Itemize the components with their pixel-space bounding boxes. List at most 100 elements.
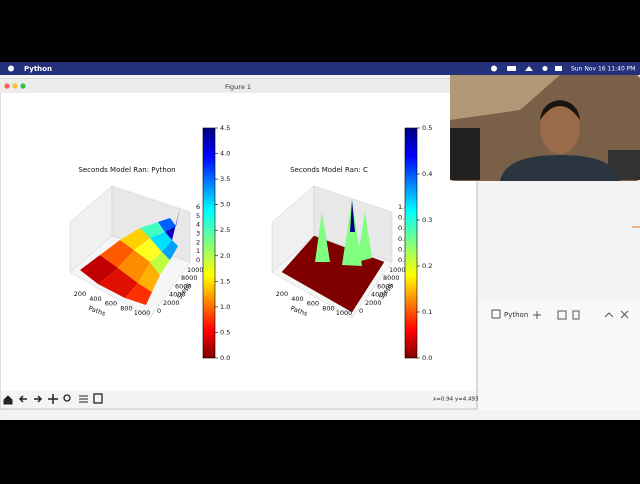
close-panel[interactable] xyxy=(620,310,629,319)
y-tick-label: 2000 xyxy=(163,299,180,307)
terminal-icon xyxy=(491,309,501,319)
x-tick-label: 600 xyxy=(307,300,319,308)
subplot: Seconds Model Ran: C2004006008001000Path… xyxy=(271,124,432,362)
surface-patch xyxy=(150,252,170,275)
colorbar-tick-label: 0.1 xyxy=(422,308,432,316)
minimize-button[interactable] xyxy=(12,83,18,89)
x-tick-label: 600 xyxy=(105,300,117,308)
surface-patch xyxy=(357,212,372,262)
subplot-title: Seconds Model Ran: Python xyxy=(78,166,175,174)
surface-patch xyxy=(165,208,180,240)
app-name[interactable]: Python xyxy=(24,65,52,73)
panel-actions xyxy=(533,310,629,320)
surface-patch xyxy=(158,218,176,232)
surface-patch xyxy=(120,228,150,250)
colorbar-tick-label: 3.5 xyxy=(220,175,230,183)
colorbar xyxy=(404,127,418,359)
cursor-status: x=0.94 y=4.493 xyxy=(433,397,479,403)
colorbar-tick-label: 1.5 xyxy=(220,277,230,285)
y-tick-label: 10000 xyxy=(389,266,410,274)
surface-patch xyxy=(138,262,160,292)
menu-bar xyxy=(0,62,640,75)
apple-menu[interactable] xyxy=(8,65,14,72)
surface-patch xyxy=(350,200,355,232)
x-tick-label: 400 xyxy=(89,295,101,303)
colorbar-tick-label: 4.0 xyxy=(220,150,230,158)
close-button[interactable] xyxy=(4,83,10,89)
z-tick-label: 4 xyxy=(196,221,200,229)
surface-patch xyxy=(80,255,118,284)
x-tick-label: 1000 xyxy=(134,309,151,317)
z-tick-label: 1.0 xyxy=(398,203,408,211)
y-tick-label: 8000 xyxy=(383,274,400,282)
surface-patch xyxy=(140,222,165,238)
terminal-tab[interactable]: Python xyxy=(504,311,528,319)
plots: Seconds Model Ran: Python200400600800100… xyxy=(69,124,432,362)
webcam-overlay xyxy=(450,75,640,181)
split-terminal[interactable] xyxy=(557,310,567,320)
x-tick-label: 800 xyxy=(120,304,132,312)
maximize-panel[interactable] xyxy=(604,312,614,318)
person-body xyxy=(500,155,620,181)
door xyxy=(450,128,480,180)
save-button[interactable] xyxy=(93,393,103,404)
forward-button[interactable] xyxy=(34,395,43,403)
add-terminal[interactable] xyxy=(533,311,541,319)
subplot-title: Seconds Model Ran: C xyxy=(290,166,368,174)
wifi-icon[interactable] xyxy=(525,66,533,71)
colorbar-tick-label: 2.5 xyxy=(220,226,230,234)
back-button[interactable] xyxy=(18,395,27,403)
toolbar xyxy=(1,391,476,408)
y-tick-label: 0 xyxy=(359,307,363,315)
control-center[interactable] xyxy=(555,66,562,71)
x-tick-label: 200 xyxy=(276,290,288,298)
z-tick-label: 3 xyxy=(196,230,200,238)
toolbar-buttons xyxy=(3,393,103,405)
battery-icon[interactable] xyxy=(507,66,516,71)
surface-patch xyxy=(315,212,330,262)
ceiling xyxy=(450,75,560,120)
person-hair xyxy=(540,100,580,120)
search-icon[interactable] xyxy=(542,66,548,71)
y-tick-label: 4000 xyxy=(371,291,388,299)
surface-patch xyxy=(150,232,172,252)
y-tick-label: 4000 xyxy=(169,291,186,299)
kill-terminal[interactable] xyxy=(572,310,580,320)
colorbar-tick-label: 1.0 xyxy=(220,303,230,311)
home-button[interactable] xyxy=(3,395,13,405)
z-tick-label: 0.8 xyxy=(398,214,408,222)
x-tick-label: 1000 xyxy=(336,309,353,317)
y-tick-label: 8000 xyxy=(181,274,198,282)
y-tick-label: 6000 xyxy=(175,282,192,290)
surface-patch xyxy=(134,238,162,262)
colorbar-tick-label: 0.3 xyxy=(422,216,432,224)
z-tick-label: 2 xyxy=(196,238,200,246)
x-tick-label: 200 xyxy=(74,290,86,298)
status-icon[interactable] xyxy=(491,65,497,72)
z-tick-label: 0.6 xyxy=(398,224,408,232)
colorbar-tick-label: 0.0 xyxy=(220,354,230,362)
colorbar-tick-label: 0.4 xyxy=(422,170,432,178)
side-panel xyxy=(478,300,640,410)
z-tick-label: 0 xyxy=(196,256,200,264)
colorbar-tick-label: 2.0 xyxy=(220,252,230,260)
clock: Sun Nov 16 11:40 PM xyxy=(571,66,635,73)
person-face xyxy=(540,102,580,154)
z-tick-label: 0.0 xyxy=(398,256,408,264)
title-bar xyxy=(0,79,477,93)
window-title: Figure 1 xyxy=(225,83,251,91)
z-tick-label: 0.2 xyxy=(398,245,408,253)
pan-button[interactable] xyxy=(48,394,58,404)
zoom-button[interactable] xyxy=(20,83,26,89)
surface-patch xyxy=(342,200,362,266)
z-tick-label: 5 xyxy=(196,212,200,220)
configure-button[interactable] xyxy=(79,395,88,403)
z-tick-label: 0.4 xyxy=(398,235,408,243)
zoom-tool[interactable] xyxy=(63,394,71,402)
colorbar-tick-label: 0.5 xyxy=(422,124,432,132)
x-tick-label: 800 xyxy=(322,304,334,312)
surface-patch xyxy=(100,240,134,268)
y-tick-label: 10000 xyxy=(187,266,208,274)
y-tick-label: 6000 xyxy=(377,282,394,290)
